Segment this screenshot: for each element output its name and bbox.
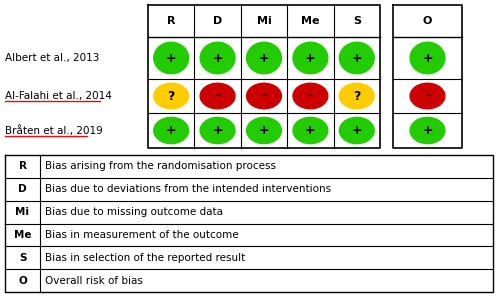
Ellipse shape [410,42,445,74]
Ellipse shape [246,42,282,74]
Text: R: R [167,16,175,26]
Ellipse shape [293,83,328,109]
Text: -: - [215,89,220,102]
Text: +: + [305,51,316,64]
Ellipse shape [246,83,282,109]
Text: -: - [308,89,313,102]
Ellipse shape [293,117,328,144]
Ellipse shape [154,42,188,74]
Text: S: S [19,253,26,263]
Ellipse shape [154,117,188,144]
Text: Bias due to deviations from the intended interventions: Bias due to deviations from the intended… [45,184,331,194]
Text: ?: ? [168,89,175,102]
Text: D: D [213,16,222,26]
Text: Al-Falahi et al., 2014: Al-Falahi et al., 2014 [5,91,112,101]
Text: +: + [422,124,433,137]
Text: ?: ? [353,89,360,102]
Text: -: - [262,89,266,102]
Text: +: + [422,51,433,64]
Text: -: - [425,89,430,102]
Text: +: + [258,124,270,137]
Text: +: + [212,51,223,64]
Ellipse shape [154,83,188,109]
Ellipse shape [410,117,445,144]
Text: +: + [258,51,270,64]
Text: +: + [212,124,223,137]
Ellipse shape [200,42,235,74]
Ellipse shape [340,83,374,109]
Ellipse shape [410,83,445,109]
Ellipse shape [340,117,374,144]
Ellipse shape [200,83,235,109]
Text: Albert et al., 2013: Albert et al., 2013 [5,53,100,63]
Ellipse shape [200,117,235,144]
Text: +: + [305,124,316,137]
Text: Bias in measurement of the outcome: Bias in measurement of the outcome [45,230,238,240]
Text: Bias in selection of the reported result: Bias in selection of the reported result [45,253,245,263]
Text: O: O [423,16,432,26]
Text: Bias due to missing outcome data: Bias due to missing outcome data [45,207,223,217]
Text: Me: Me [301,16,320,26]
Text: Mi: Mi [256,16,272,26]
Text: +: + [166,124,176,137]
Text: Overall risk of bias: Overall risk of bias [45,276,143,286]
Text: D: D [18,184,27,194]
Text: +: + [352,51,362,64]
Text: S: S [353,16,361,26]
Ellipse shape [293,42,328,74]
Text: +: + [166,51,176,64]
Text: Me: Me [14,230,31,240]
Text: Mi: Mi [16,207,30,217]
Text: O: O [18,276,27,286]
Ellipse shape [246,117,282,144]
Ellipse shape [340,42,374,74]
Text: +: + [352,124,362,137]
Text: Bråten et al., 2019: Bråten et al., 2019 [5,125,103,136]
Text: Bias arising from the randomisation process: Bias arising from the randomisation proc… [45,161,276,171]
Text: R: R [18,161,26,171]
